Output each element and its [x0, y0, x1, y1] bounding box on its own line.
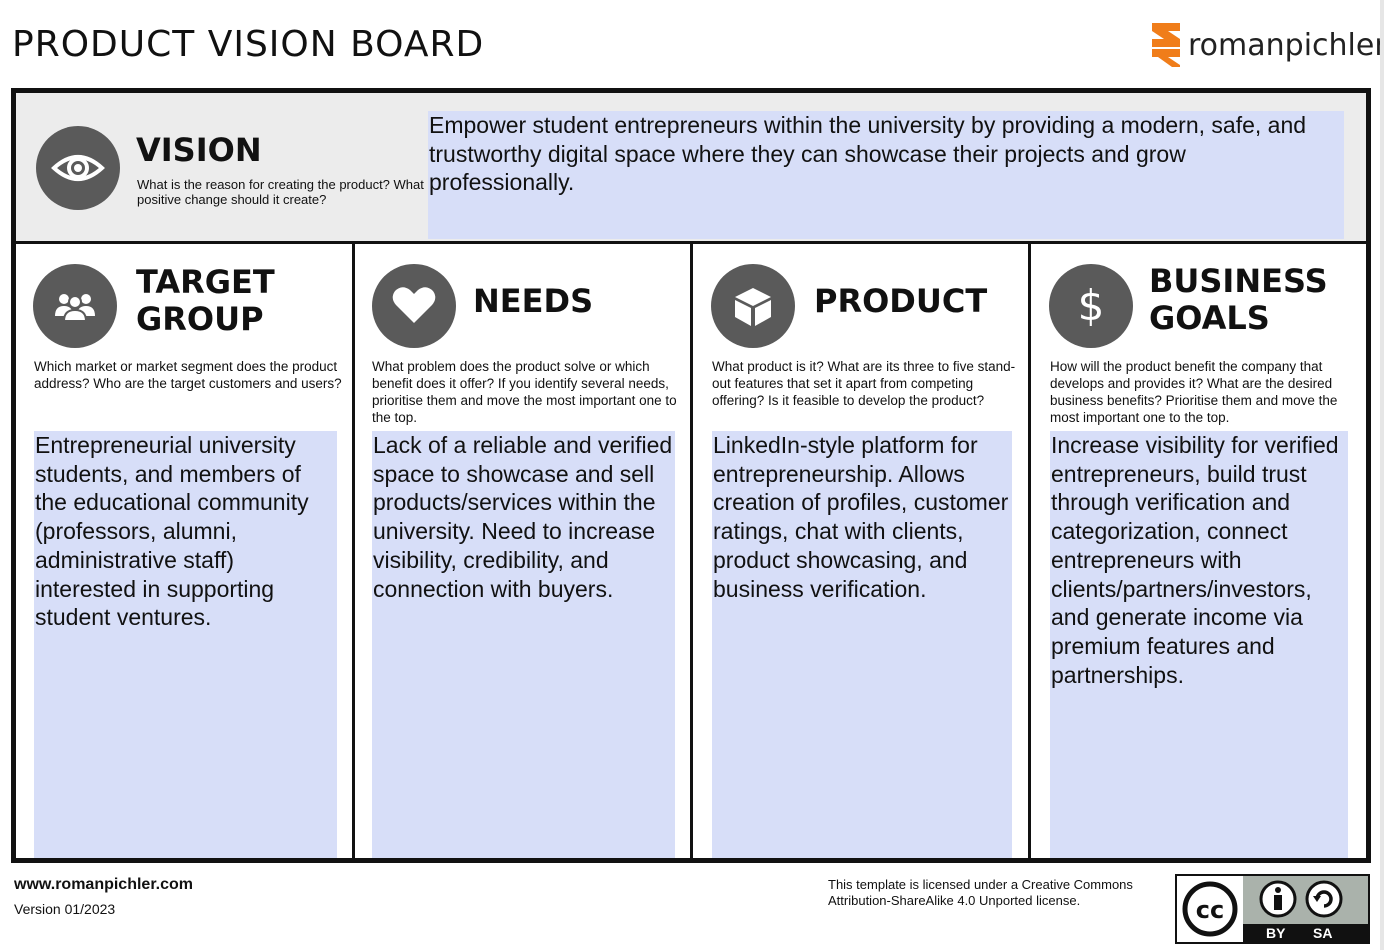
product-title-line1: PRODUCT: [814, 282, 988, 320]
target-group-section: TARGET GROUP Which market or market segm…: [16, 244, 352, 858]
vision-title: VISION: [136, 131, 262, 169]
needs-section: NEEDS What problem does the product solv…: [352, 244, 690, 858]
dollar-icon: $: [1049, 264, 1133, 348]
footer-url[interactable]: www.romanpichler.com: [14, 876, 194, 893]
attribution-person-icon: [1259, 880, 1297, 918]
footer-version: Version 01/2023: [14, 901, 116, 917]
logo-text: romanpichler: [1188, 27, 1384, 63]
svg-text:$: $: [1078, 281, 1105, 330]
product-title: PRODUCT: [814, 283, 987, 320]
heart-icon: [372, 264, 456, 348]
needs-question: What problem does the product solve or w…: [372, 359, 677, 425]
cc-license-badge: cc: [1175, 874, 1370, 944]
target-group-title-line1: TARGET: [136, 263, 275, 301]
needs-title: NEEDS: [473, 283, 593, 320]
product-answer[interactable]: LinkedIn-style platform for entrepreneur…: [712, 431, 1012, 858]
svg-text:cc: cc: [1196, 896, 1224, 924]
business-goals-title-line2: GOALS: [1149, 299, 1270, 337]
target-group-title-line2: GROUP: [136, 300, 264, 338]
target-group-title: TARGET GROUP: [136, 264, 275, 338]
sharealike-icon: [1305, 880, 1343, 918]
brand-logo: romanpichler: [1150, 20, 1384, 70]
page-title: PRODUCT VISION BOARD: [12, 24, 485, 65]
eye-icon: [36, 126, 120, 210]
romanpichler-logo-icon: [1152, 23, 1180, 67]
cc-sa-label: SA: [1313, 925, 1333, 941]
vision-board: VISION What is the reason for creating t…: [11, 88, 1371, 863]
vision-answer[interactable]: Empower student entrepreneurs within the…: [428, 111, 1344, 239]
needs-title-line1: NEEDS: [473, 282, 594, 320]
vision-question: What is the reason for creating the prod…: [137, 177, 424, 207]
product-section: PRODUCT What product is it? What are its…: [690, 244, 1028, 858]
product-question: What product is it? What are its three t…: [712, 359, 1016, 408]
window-edge: [1380, 0, 1384, 950]
people-group-icon: [33, 264, 117, 348]
business-goals-title: BUSINESS GOALS: [1149, 263, 1328, 337]
cc-by-label: BY: [1266, 925, 1286, 941]
target-group-answer[interactable]: Entrepreneurial university students, and…: [34, 431, 337, 858]
cc-badge-bar: [1243, 924, 1368, 942]
footer-license: This template is licensed under a Creati…: [828, 877, 1133, 908]
business-goals-section: $ BUSINESS GOALS How will the product be…: [1028, 244, 1366, 858]
business-goals-title-line1: BUSINESS: [1149, 262, 1328, 300]
business-goals-question: How will the product benefit the company…: [1050, 359, 1338, 425]
target-group-question: Which market or market segment does the …: [34, 359, 342, 391]
cube-icon: [711, 264, 795, 348]
cc-icon: cc: [1182, 881, 1238, 937]
vision-section: VISION What is the reason for creating t…: [16, 93, 1366, 244]
needs-answer[interactable]: Lack of a reliable and verified space to…: [372, 431, 675, 858]
business-goals-answer[interactable]: Increase visibility for verified entrepr…: [1050, 431, 1348, 858]
